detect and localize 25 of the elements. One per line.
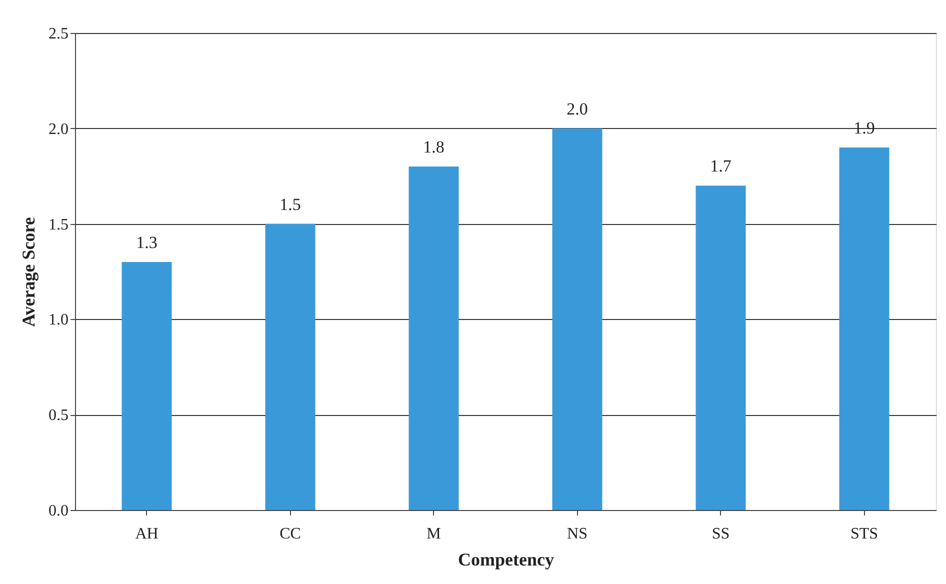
data-label: 1.7 [710, 156, 732, 176]
x-tick-label: NS [567, 526, 588, 542]
bar [839, 147, 890, 510]
bar [552, 128, 602, 510]
bar [122, 262, 172, 510]
x-tick-label: AH [135, 526, 159, 542]
x-tick-label: M [426, 526, 441, 542]
bar [265, 224, 316, 510]
x-tick-label: SS [712, 526, 730, 542]
y-tick-label: 0.0 [48, 502, 68, 520]
x-tick-label: STS [850, 526, 878, 542]
x-tick-label: CC [280, 526, 301, 542]
y-tick-label: 2.0 [48, 120, 68, 138]
x-axis-title: Competency [458, 550, 554, 570]
data-label: 1.8 [423, 138, 444, 157]
y-axis-title: Average Score [18, 217, 38, 327]
y-tick-label: 0.5 [48, 407, 68, 424]
bar [408, 166, 459, 510]
data-label: 1.3 [136, 232, 158, 252]
data-label: 2.0 [566, 99, 588, 118]
y-tick-label: 1.0 [48, 312, 68, 329]
y-tick-label: 2.5 [48, 26, 68, 42]
bar [696, 186, 746, 510]
data-label: 1.5 [280, 194, 301, 214]
y-tick-label: 1.5 [48, 216, 68, 234]
